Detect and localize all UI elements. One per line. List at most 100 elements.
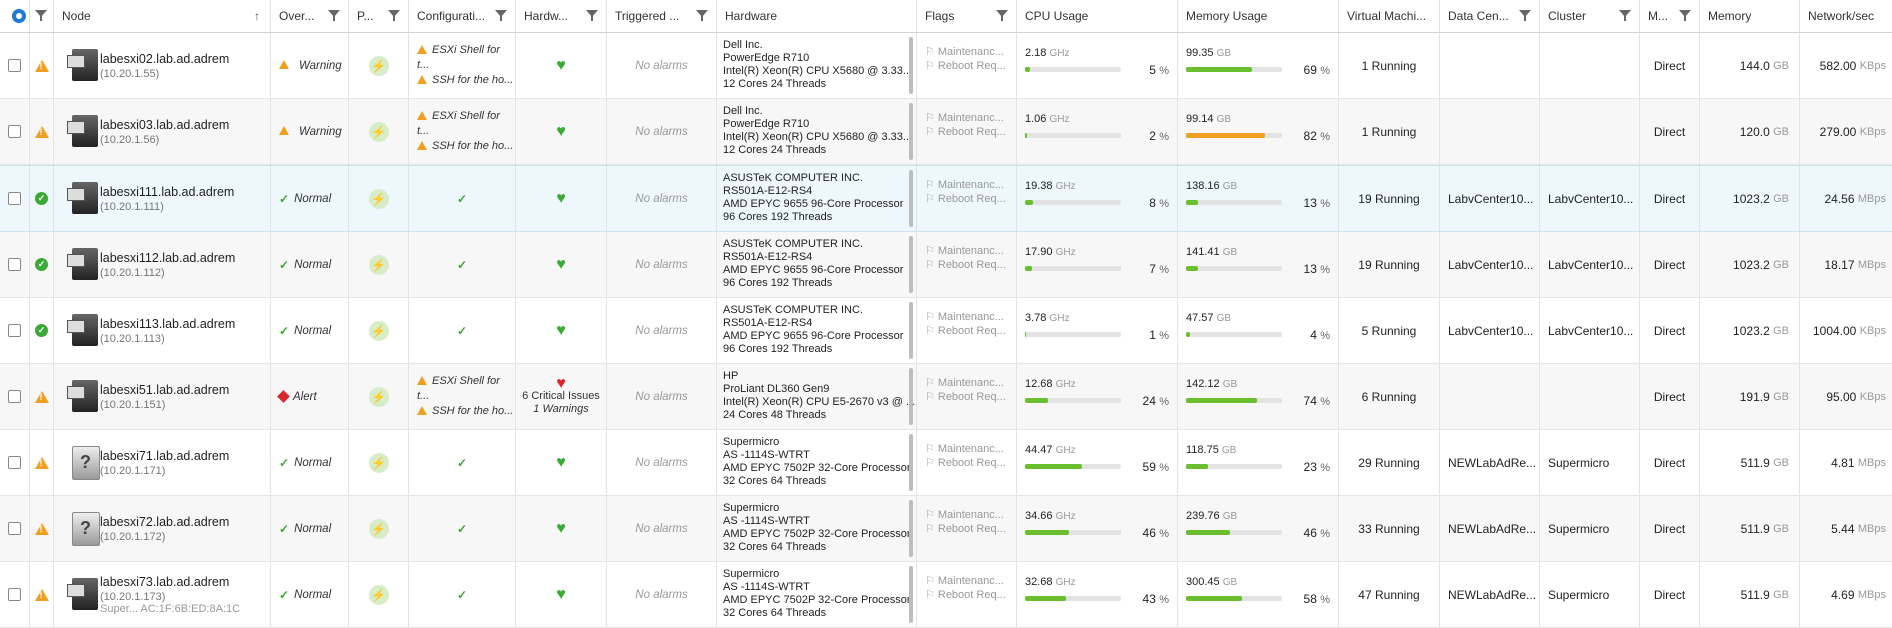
col-datacenter[interactable]: Data Cen... [1440,0,1540,32]
node-name[interactable]: labesxi71.lab.ad.adrem [100,448,230,463]
cluster-name[interactable]: Supermicro [1548,455,1610,470]
reboot-flag[interactable]: ⚐ Reboot Req... [925,325,1006,337]
reboot-flag[interactable]: ⚐ Reboot Req... [925,523,1006,535]
vms-running[interactable]: 47 Running [1358,587,1420,602]
cell-scrollbar[interactable] [909,236,913,293]
maintenance-flag[interactable]: ⚐ Maintenanc... [925,575,1004,587]
node-name[interactable]: labesxi113.lab.ad.adrem [100,316,236,331]
col-node[interactable]: Node ↑ [54,0,271,32]
table-row[interactable]: labesxi73.lab.ad.adrem (10.20.1.173) Sup… [0,562,1892,628]
vms-running[interactable]: 19 Running [1358,257,1420,272]
datacenter-name[interactable]: LabvCenter10... [1448,323,1534,338]
node-name[interactable]: labesxi03.lab.ad.adrem [100,117,230,132]
cluster-name[interactable]: LabvCenter10... [1548,323,1634,338]
filter-icon[interactable] [1619,10,1631,21]
reboot-flag[interactable]: ⚐ Reboot Req... [925,126,1006,138]
filter-icon[interactable] [996,10,1008,21]
col-network[interactable]: Network/sec [1800,0,1892,32]
settings-gear-icon[interactable] [0,0,30,32]
col-overall[interactable]: Over... [271,0,349,32]
table-row[interactable]: labesxi51.lab.ad.adrem (10.20.1.151) Ale… [0,364,1892,430]
node-cell[interactable]: labesxi03.lab.ad.adrem (10.20.1.56) [54,99,271,164]
node-name[interactable]: labesxi112.lab.ad.adrem [100,250,236,265]
col-hardware-status[interactable]: Hardw... [516,0,607,32]
config-issue-ssh[interactable]: SSH for the ho... [417,404,515,419]
filter-icon[interactable] [586,10,598,21]
reboot-flag[interactable]: ⚐ Reboot Req... [925,457,1006,469]
maintenance-flag[interactable]: ⚐ Maintenanc... [925,46,1004,58]
node-name[interactable]: labesxi73.lab.ad.adrem [100,574,230,589]
maintenance-flag[interactable]: ⚐ Maintenanc... [925,245,1004,257]
cell-scrollbar[interactable] [909,170,913,227]
col-triggered[interactable]: Triggered ... [607,0,717,32]
filter-icon[interactable] [696,10,708,21]
row-checkbox[interactable] [8,588,21,601]
col-configuration[interactable]: Configurati... [409,0,516,32]
node-cell[interactable]: labesxi51.lab.ad.adrem (10.20.1.151) [54,364,271,429]
table-row[interactable]: labesxi72.lab.ad.adrem (10.20.1.172) ✓ No… [0,496,1892,562]
cluster-name[interactable]: Supermicro [1548,521,1610,536]
config-issue-ssh[interactable]: SSH for the ho... [417,139,515,154]
vms-running[interactable]: 19 Running [1358,191,1420,206]
row-checkbox[interactable] [8,324,21,337]
col-memory[interactable]: Memory [1700,0,1800,32]
row-checkbox[interactable] [8,522,21,535]
maintenance-flag[interactable]: ⚐ Maintenanc... [925,509,1004,521]
col-mode[interactable]: M... [1640,0,1700,32]
node-cell[interactable]: labesxi71.lab.ad.adrem (10.20.1.171) [54,430,271,495]
maintenance-flag[interactable]: ⚐ Maintenanc... [925,112,1004,124]
config-issue-esxi-shell[interactable]: ESXi Shell for t... [417,43,515,73]
col-virtual-machines[interactable]: Virtual Machi... [1339,0,1440,32]
cell-scrollbar[interactable] [909,566,913,623]
node-cell[interactable]: labesxi111.lab.ad.adrem (10.20.1.111) [54,166,271,231]
reboot-flag[interactable]: ⚐ Reboot Req... [925,391,1006,403]
row-checkbox[interactable] [8,456,21,469]
table-row[interactable]: ✓ labesxi111.lab.ad.adrem (10.20.1.111) … [0,165,1892,232]
cell-scrollbar[interactable] [909,103,913,160]
col-flags[interactable]: Flags [917,0,1017,32]
node-cell[interactable]: labesxi112.lab.ad.adrem (10.20.1.112) [54,232,271,297]
maintenance-flag[interactable]: ⚐ Maintenanc... [925,311,1004,323]
cell-scrollbar[interactable] [909,37,913,94]
table-row[interactable]: labesxi71.lab.ad.adrem (10.20.1.171) ✓ No… [0,430,1892,496]
maintenance-flag[interactable]: ⚐ Maintenanc... [925,377,1004,389]
row-checkbox[interactable] [8,390,21,403]
datacenter-name[interactable]: LabvCenter10... [1448,191,1534,206]
col-cpu-usage[interactable]: CPU Usage [1017,0,1178,32]
node-cell[interactable]: labesxi113.lab.ad.adrem (10.20.1.113) [54,298,271,363]
cell-scrollbar[interactable] [909,368,913,425]
col-memory-usage[interactable]: Memory Usage [1178,0,1339,32]
node-name[interactable]: labesxi51.lab.ad.adrem [100,382,230,397]
node-name[interactable]: labesxi111.lab.ad.adrem [100,184,235,199]
reboot-flag[interactable]: ⚐ Reboot Req... [925,60,1006,72]
row-checkbox[interactable] [8,125,21,138]
reboot-flag[interactable]: ⚐ Reboot Req... [925,589,1006,601]
status-filter-icon[interactable] [30,0,54,32]
config-issue-esxi-shell[interactable]: ESXi Shell for t... [417,374,515,404]
hw-critical-text[interactable]: 6 Critical Issues [522,390,600,402]
maintenance-flag[interactable]: ⚐ Maintenanc... [925,443,1004,455]
vms-running[interactable]: 33 Running [1358,521,1420,536]
vms-running[interactable]: 5 Running [1361,323,1417,338]
node-name[interactable]: labesxi72.lab.ad.adrem [100,514,230,529]
cell-scrollbar[interactable] [909,434,913,491]
filter-icon[interactable] [1679,10,1691,21]
cell-scrollbar[interactable] [909,302,913,359]
row-checkbox[interactable] [8,192,21,205]
col-cluster[interactable]: Cluster [1540,0,1640,32]
table-row[interactable]: labesxi03.lab.ad.adrem (10.20.1.56) Warn… [0,99,1892,165]
table-row[interactable]: ✓ labesxi113.lab.ad.adrem (10.20.1.113) … [0,298,1892,364]
reboot-flag[interactable]: ⚐ Reboot Req... [925,193,1006,205]
filter-icon[interactable] [495,10,507,21]
filter-icon[interactable] [1519,10,1531,21]
node-cell[interactable]: labesxi02.lab.ad.adrem (10.20.1.55) [54,33,271,98]
config-issue-esxi-shell[interactable]: ESXi Shell for t... [417,109,515,139]
row-checkbox[interactable] [8,59,21,72]
maintenance-flag[interactable]: ⚐ Maintenanc... [925,179,1004,191]
vms-running[interactable]: 1 Running [1361,124,1417,139]
cluster-name[interactable]: Supermicro [1548,587,1610,602]
vms-running[interactable]: 29 Running [1358,455,1420,470]
datacenter-name[interactable]: LabvCenter10... [1448,257,1534,272]
vms-running[interactable]: 1 Running [1361,58,1417,73]
cluster-name[interactable]: LabvCenter10... [1548,191,1634,206]
